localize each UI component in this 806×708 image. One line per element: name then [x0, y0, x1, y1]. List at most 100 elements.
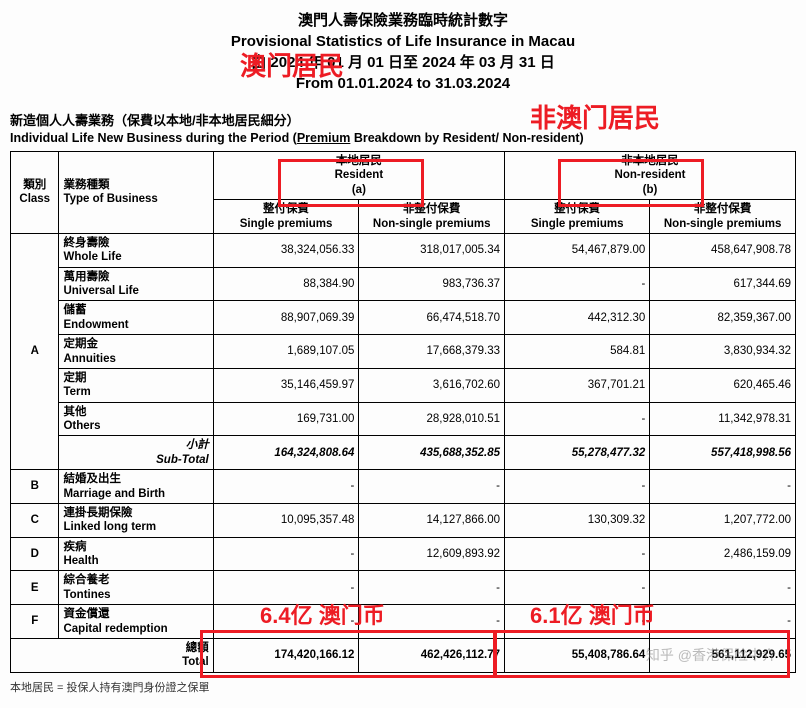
value-cell: 1,689,107.05 [213, 335, 359, 369]
table-row: 定期Term35,146,459.973,616,702.60367,701.2… [11, 368, 796, 402]
type-cell: 其他Others [59, 402, 213, 436]
value-cell: 17,668,379.33 [359, 335, 505, 369]
value-cell: - [213, 470, 359, 504]
table-row: A終身壽險Whole Life38,324,056.33318,017,005.… [11, 233, 796, 267]
col-res-sp: 整付保費Single premiums [213, 200, 359, 234]
value-cell: 367,701.21 [505, 368, 650, 402]
value-cell: - [650, 571, 796, 605]
data-table: 類別 Class 業務種類 Type of Business 本地居民 Resi… [10, 151, 796, 673]
value-cell: - [359, 605, 505, 639]
value-cell: 28,928,010.51 [359, 402, 505, 436]
value-cell: 442,312.30 [505, 301, 650, 335]
value-cell: 88,384.90 [213, 267, 359, 301]
value-cell: 435,688,352.85 [359, 436, 505, 470]
value-cell: 318,017,005.34 [359, 233, 505, 267]
value-cell: - [359, 571, 505, 605]
table-row: 小計Sub-Total164,324,808.64435,688,352.855… [11, 436, 796, 470]
table-row: 儲蓄Endowment88,907,069.3966,474,518.70442… [11, 301, 796, 335]
value-cell: 82,359,367.00 [650, 301, 796, 335]
title-zh: 澳門人壽保險業務臨時統計數字 [10, 10, 796, 31]
total-value: 55,408,786.64 [505, 638, 650, 672]
value-cell: 1,207,772.00 [650, 503, 796, 537]
type-cell: 綜合養老Tontines [59, 571, 213, 605]
class-cell: E [11, 571, 59, 605]
value-cell: 584.81 [505, 335, 650, 369]
col-nonresident: 非本地居民 Non-resident (b) [505, 152, 796, 200]
value-cell: 130,309.32 [505, 503, 650, 537]
value-cell: 3,616,702.60 [359, 368, 505, 402]
value-cell: 169,731.00 [213, 402, 359, 436]
value-cell: 164,324,808.64 [213, 436, 359, 470]
table-row: F資金償還Capital redemption---- [11, 605, 796, 639]
value-cell: - [650, 605, 796, 639]
table-row: B結婚及出生Marriage and Birth---- [11, 470, 796, 504]
total-value: 174,420,166.12 [213, 638, 359, 672]
value-cell: - [213, 537, 359, 571]
value-cell: - [505, 470, 650, 504]
value-cell: 55,278,477.32 [505, 436, 650, 470]
value-cell: 54,467,879.00 [505, 233, 650, 267]
type-cell: 定期Term [59, 368, 213, 402]
type-cell: 萬用壽險Universal Life [59, 267, 213, 301]
value-cell: 620,465.46 [650, 368, 796, 402]
type-cell: 儲蓄Endowment [59, 301, 213, 335]
value-cell: - [505, 402, 650, 436]
value-cell: 3,830,934.32 [650, 335, 796, 369]
class-cell: F [11, 605, 59, 639]
value-cell: 14,127,866.00 [359, 503, 505, 537]
type-cell: 終身壽險Whole Life [59, 233, 213, 267]
value-cell: - [505, 605, 650, 639]
period-en: From 01.01.2024 to 31.03.2024 [10, 73, 796, 94]
col-nonres-sp: 整付保費Single premiums [505, 200, 650, 234]
type-cell: 連掛長期保險Linked long term [59, 503, 213, 537]
table-row: C連掛長期保險Linked long term10,095,357.4814,1… [11, 503, 796, 537]
table-row: 萬用壽險Universal Life88,384.90983,736.37-61… [11, 267, 796, 301]
value-cell: 458,647,908.78 [650, 233, 796, 267]
class-cell: C [11, 503, 59, 537]
col-nonres-nsp: 非整付保費Non-single premiums [650, 200, 796, 234]
section-en: Individual Life New Business during the … [10, 131, 796, 145]
col-res-nsp: 非整付保費Non-single premiums [359, 200, 505, 234]
col-type: 業務種類 Type of Business [59, 152, 213, 234]
value-cell: 66,474,518.70 [359, 301, 505, 335]
type-cell: 資金償還Capital redemption [59, 605, 213, 639]
class-cell: B [11, 470, 59, 504]
footnote: 本地居民 = 投保人持有澳門身份證之保單 [10, 679, 796, 695]
total-value: 561,112,929.65 [650, 638, 796, 672]
value-cell: - [505, 571, 650, 605]
value-cell: - [505, 267, 650, 301]
table-row: 定期金Annuities1,689,107.0517,668,379.33584… [11, 335, 796, 369]
section-zh: 新造個人人壽業務（保費以本地/非本地居民細分） [10, 110, 796, 129]
value-cell: - [505, 537, 650, 571]
type-cell: 小計Sub-Total [59, 436, 213, 470]
class-cell: D [11, 537, 59, 571]
type-cell: 結婚及出生Marriage and Birth [59, 470, 213, 504]
col-class: 類別 Class [11, 152, 59, 234]
table-row: 其他Others169,731.0028,928,010.51-11,342,9… [11, 402, 796, 436]
type-cell: 疾病Health [59, 537, 213, 571]
value-cell: 2,486,159.09 [650, 537, 796, 571]
col-resident: 本地居民 Resident (a) [213, 152, 504, 200]
value-cell: - [650, 470, 796, 504]
value-cell: - [213, 605, 359, 639]
total-label: 總額Total [11, 638, 214, 672]
value-cell: - [359, 470, 505, 504]
header-row-1: 類別 Class 業務種類 Type of Business 本地居民 Resi… [11, 152, 796, 200]
total-value: 462,426,112.77 [359, 638, 505, 672]
value-cell: 88,907,069.39 [213, 301, 359, 335]
class-cell: A [11, 233, 59, 469]
title-en: Provisional Statistics of Life Insurance… [10, 31, 796, 52]
value-cell: 557,418,998.56 [650, 436, 796, 470]
value-cell: 38,324,056.33 [213, 233, 359, 267]
period-zh: 由 2024 年 01 月 01 日至 2024 年 03 月 31 日 [10, 52, 796, 73]
table-row: E綜合養老Tontines---- [11, 571, 796, 605]
value-cell: - [213, 571, 359, 605]
total-row: 總額Total174,420,166.12462,426,112.7755,40… [11, 638, 796, 672]
type-cell: 定期金Annuities [59, 335, 213, 369]
value-cell: 617,344.69 [650, 267, 796, 301]
value-cell: 12,609,893.92 [359, 537, 505, 571]
value-cell: 11,342,978.31 [650, 402, 796, 436]
value-cell: 35,146,459.97 [213, 368, 359, 402]
value-cell: 10,095,357.48 [213, 503, 359, 537]
value-cell: 983,736.37 [359, 267, 505, 301]
